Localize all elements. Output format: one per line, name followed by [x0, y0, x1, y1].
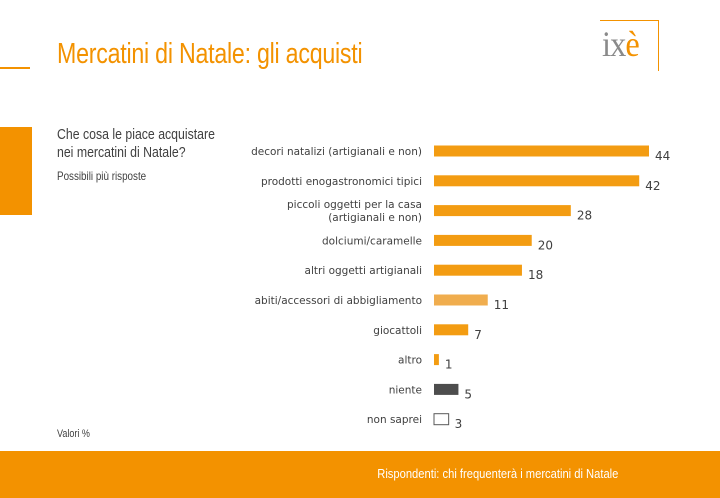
- bar-value-label: 18: [528, 268, 543, 282]
- bar-value-label: 7: [474, 328, 482, 342]
- bar: [434, 234, 532, 246]
- bar: [434, 205, 571, 217]
- title-rule: [0, 67, 30, 69]
- bar: [433, 413, 450, 426]
- bar: [434, 145, 649, 157]
- bar: [434, 324, 469, 336]
- logo-lettering: ixè: [602, 24, 640, 64]
- bar: [434, 175, 640, 187]
- bar: [434, 354, 439, 366]
- bar-value-label: 5: [464, 387, 472, 401]
- units-note: Valori %: [57, 428, 90, 440]
- category-label: abiti/accessori di abbigliamento: [255, 295, 422, 307]
- category-label: piccoli oggetti per la casa (artigianali …: [287, 199, 422, 224]
- category-label: niente: [389, 384, 422, 396]
- ixe-logo: ixè: [600, 20, 659, 71]
- category-label: altro: [398, 355, 422, 367]
- bar: [434, 383, 459, 395]
- logo-text: ixè: [602, 23, 640, 65]
- page-title: Mercatini di Natale: gli acquisti: [57, 38, 363, 70]
- bar-value-label: 28: [577, 209, 592, 223]
- bar: [434, 264, 522, 276]
- category-label: prodotti enogastronomici tipici: [261, 176, 422, 188]
- bar-value-label: 11: [494, 298, 509, 312]
- category-label: altri oggetti artigianali: [305, 265, 422, 277]
- question-text: Che cosa le piace acquistare nei mercati…: [57, 126, 215, 161]
- category-label: decori natalizi (artigianali e non): [251, 146, 422, 158]
- bar: [434, 294, 488, 306]
- footer-text: Rispondenti: chi frequenterà i mercatini…: [376, 466, 618, 481]
- bar-value-label: 1: [445, 358, 453, 372]
- accent-side-bar: [0, 127, 32, 215]
- category-label: dolciumi/caramelle: [322, 235, 422, 247]
- category-label: giocattoli: [373, 325, 422, 337]
- bar-value-label: 44: [655, 149, 670, 163]
- category-label: non saprei: [367, 414, 422, 426]
- question-note: Possibili più risposte: [57, 169, 147, 183]
- bar-value-label: 42: [645, 179, 660, 193]
- bar-value-label: 3: [455, 417, 463, 431]
- footer-bar: [0, 451, 720, 498]
- bar-value-label: 20: [538, 238, 553, 252]
